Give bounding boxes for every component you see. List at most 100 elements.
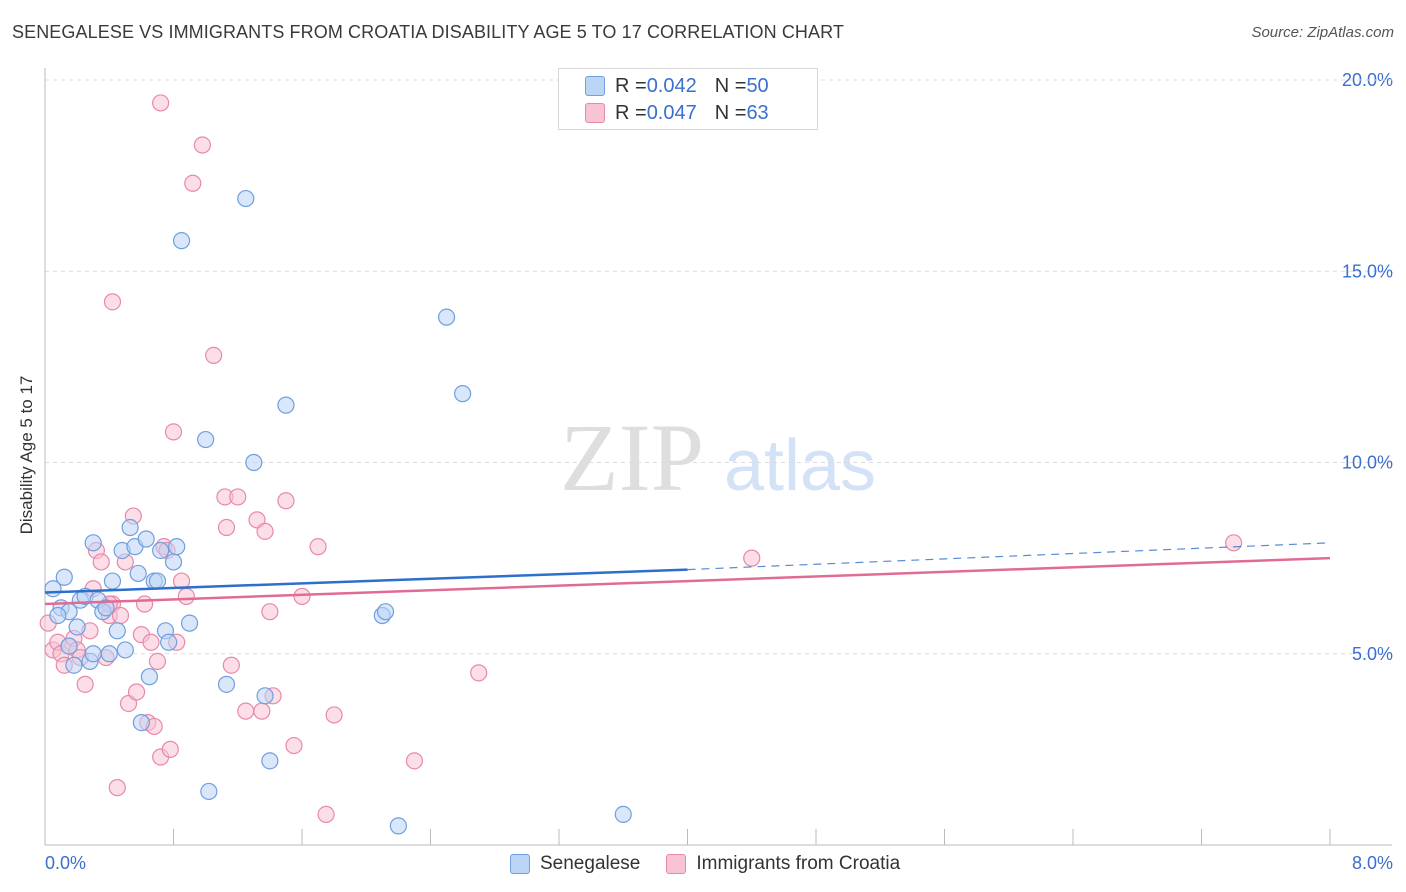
croatia-point [261,603,279,621]
croatia-point [470,664,488,682]
croatia-point [743,549,761,567]
senegalese-point [137,530,155,548]
senegalese-point [65,656,83,674]
croatia-point [217,518,236,537]
x-tick-label-max: 8.0% [1352,853,1393,873]
senegalese-point [116,641,134,659]
legend-n-label-1: N = [714,74,747,97]
legend-label-senegalese: Senegalese [540,853,641,874]
croatia-point [229,488,247,506]
y-tick-label: 5.0% [1352,644,1393,664]
senegalese-point [256,687,274,705]
croatia-point [152,94,170,112]
legend-marker-senegalese [510,854,530,874]
croatia-point [127,683,146,701]
croatia-point [177,587,195,605]
croatia-point [293,587,311,605]
senegalese-point [152,541,170,560]
legend-swatch-croatia [585,103,605,123]
legend-n-value-2: 63 [746,101,769,124]
croatia-point [256,522,274,540]
senegalese-point [164,553,183,571]
senegalese-point [614,805,632,824]
senegalese-point [454,385,472,403]
senegalese-point [49,606,67,625]
croatia-point [237,702,255,720]
legend-marker-croatia [666,854,687,874]
senegalese-point [389,817,407,835]
senegalese-point [108,622,126,640]
senegalese-point [55,568,73,586]
legend-n-value-1: 50 [746,74,769,97]
source-label: Source: ZipAtlas.com [1251,24,1394,41]
senegalese-point [200,782,218,801]
legend-row-senegalese: R = 0.042 N = 50 [585,75,769,97]
senegalese-point [217,675,236,693]
series-legend: Senegalese Immigrants from Croatia [510,853,926,875]
legend-item-senegalese: Senegalese [510,853,640,875]
legend-swatch-senegalese [585,76,605,96]
legend-row-croatia: R = 0.047 N = 63 [585,102,769,124]
stats-legend: R = 0.042 N = 50 R = 0.047 N = 63 [558,68,818,130]
senegalese-point [84,645,102,663]
senegalese-point [97,599,115,617]
senegalese-point [168,538,186,556]
senegalese-point [129,564,147,583]
legend-label-croatia: Immigrants from Croatia [696,853,901,874]
y-tick-label: 15.0% [1342,261,1393,281]
senegalese-point [100,645,118,663]
legend-n-label-2: N = [714,101,747,124]
senegalese-point [180,614,199,632]
croatia-point [325,706,343,724]
croatia-point [161,740,179,758]
senegalese-point [197,430,215,449]
senegalese-trendline-extension [687,542,1331,571]
chart-title: SENEGALESE VS IMMIGRANTS FROM CROATIA DI… [12,22,844,42]
senegalese-trendline [44,568,688,594]
senegalese-point [160,633,178,651]
legend-r-value-1: 0.042 [646,74,697,97]
watermark-atlas: atlas [724,426,876,506]
legend-item-croatia: Immigrants from Croatia [666,853,900,875]
croatia-point [148,652,167,671]
croatia-point [135,595,154,613]
senegalese-point [172,232,191,250]
croatia-point [285,736,303,755]
senegalese-point [132,713,150,732]
senegalese-point [140,668,159,686]
senegalese-point [121,518,139,537]
senegalese-point [68,618,86,636]
croatia-point [142,633,160,651]
croatia-point [92,553,110,571]
senegalese-point [60,637,78,655]
x-tick-label-min: 0.0% [45,853,86,873]
senegalese-point [237,189,255,208]
croatia-point [309,538,327,556]
senegalese-point [437,308,456,326]
senegalese-point [277,396,295,414]
croatia-point [108,779,126,797]
croatia-point [193,136,212,154]
senegalese-point [103,572,122,590]
senegalese-point [148,572,167,590]
croatia-point [405,752,424,770]
croatia-point [184,174,202,192]
legend-r-label-1: R = [615,74,647,97]
senegalese-point [376,603,395,621]
y-tick-label: 10.0% [1342,453,1393,473]
croatia-trendline [44,556,1331,606]
croatia-point [103,293,122,311]
croatia-point [164,423,183,441]
croatia-point [1225,534,1243,552]
watermark-zip: ZIP [560,404,704,511]
senegalese-point [84,534,102,552]
croatia-point [222,656,240,674]
croatia-point [172,572,191,590]
croatia-point [205,346,223,364]
croatia-point [277,492,295,510]
legend-r-label-2: R = [615,101,647,124]
croatia-point [76,675,94,693]
senegalese-point [261,752,279,770]
legend-r-value-2: 0.047 [646,101,697,124]
